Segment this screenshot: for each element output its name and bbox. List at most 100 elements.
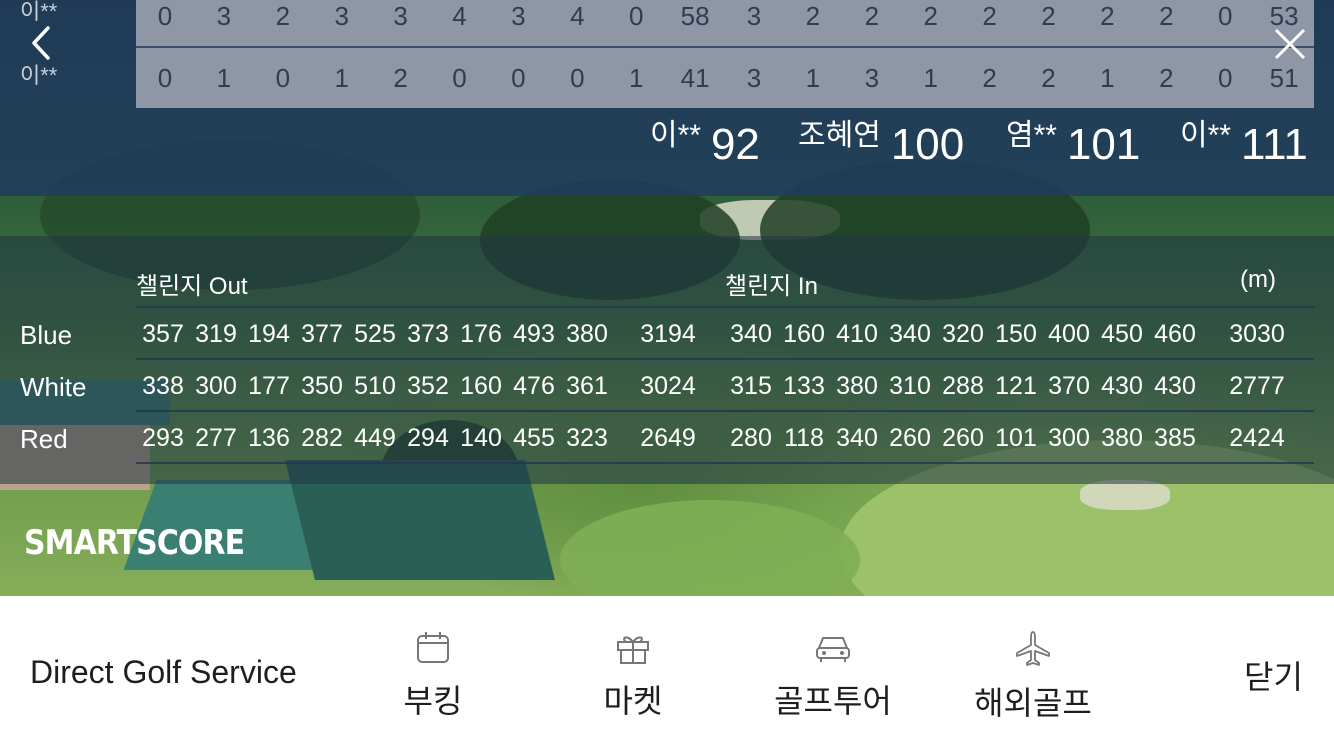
tee-label-white: White: [20, 372, 87, 402]
score-cell: 2: [1041, 63, 1056, 93]
score-cell: 2: [923, 1, 938, 31]
score-cell: 0: [452, 63, 467, 93]
score-cell: 4: [452, 1, 467, 31]
car-icon: [816, 637, 850, 662]
score-cell: 0: [570, 63, 585, 93]
distance-cell: 410: [836, 320, 878, 348]
distance-cell: 450: [1101, 320, 1143, 348]
player-total-name: 이**: [650, 119, 701, 152]
score-cell: 2: [982, 63, 997, 93]
back-button[interactable]: [28, 24, 58, 62]
score-cell: 0: [1217, 63, 1233, 93]
distance-cell: 510: [354, 372, 396, 400]
distance-row: 293 277 136 282 449 294 140 455 323 2649 280 118 340…: [0, 412, 1334, 464]
distance-total-cell: 3030: [1229, 320, 1285, 348]
score-row: 0 1 0 1 2 0 0 0 1 41 3 1 3 1 2 2 1 2 0 51: [136, 58, 1314, 98]
score-cell: 2: [982, 1, 997, 31]
score-cell: 1: [923, 63, 938, 93]
distance-cell: 361: [566, 372, 608, 400]
player-total: 염** 101: [1006, 119, 1141, 170]
score-cell: 3: [746, 63, 762, 93]
score-cell: 2: [864, 1, 880, 31]
score-cell: 2: [393, 63, 408, 93]
nav-label: 골프투어: [774, 683, 892, 719]
brand-logo: SMARTSCORE: [24, 523, 245, 563]
distance-cell: 319: [195, 320, 237, 348]
score-cell: 3: [746, 1, 762, 31]
player-total-score: 111: [1240, 120, 1308, 169]
distance-cell: 455: [513, 424, 555, 452]
player-total: 조혜연 100: [798, 119, 964, 170]
distance-cell: 460: [1154, 320, 1196, 348]
distance-cell: 160: [783, 320, 825, 348]
distance-cell: 277: [195, 424, 237, 452]
close-menu-button[interactable]: 닫기: [1244, 659, 1303, 695]
score-cell: 1: [334, 63, 349, 93]
distance-cell: 140: [460, 424, 502, 452]
distance-cell: 121: [995, 372, 1037, 400]
distance-cell: 194: [248, 320, 290, 348]
distance-cell: 430: [1154, 372, 1196, 400]
distance-cell: 340: [836, 424, 878, 452]
player-total-score: 101: [1066, 120, 1141, 169]
service-title: Direct Golf Service: [30, 654, 297, 690]
score-cell: 4: [570, 1, 585, 31]
distance-cell: 323: [566, 424, 608, 452]
distance-total-cell: 3024: [640, 372, 696, 400]
distance-cell: 133: [783, 372, 825, 400]
bottom-bar: [0, 596, 1334, 750]
nav-market[interactable]: 마켓: [553, 630, 713, 722]
player-total-name: 조혜연: [798, 119, 881, 152]
player-total: 이** 111: [1180, 119, 1308, 170]
distance-cell: 136: [248, 424, 290, 452]
distance-cell: 260: [942, 424, 984, 452]
distance-cell: 476: [513, 372, 555, 400]
player-total-score: 92: [710, 120, 760, 169]
unit-label: (m): [1240, 266, 1276, 293]
course-in-label: 챌린지 In: [725, 273, 818, 300]
nav-overseas-golf[interactable]: 해외골프: [953, 630, 1113, 724]
score-cell: 0: [275, 63, 291, 93]
distance-cell: 260: [889, 424, 931, 452]
distance-cell: 380: [566, 320, 608, 348]
score-cell: 1: [216, 63, 232, 93]
score-cell: 1: [1100, 63, 1115, 93]
distance-cell: 400: [1048, 320, 1090, 348]
score-cell: 3: [511, 1, 526, 31]
score-cell: 0: [511, 63, 526, 93]
player-total: 이** 92: [650, 119, 760, 170]
distance-cell: 280: [730, 424, 772, 452]
distance-cell: 293: [142, 424, 184, 452]
chevron-left-icon: [32, 26, 50, 60]
nav-golf-tour[interactable]: 골프투어: [753, 630, 913, 722]
distance-cell: 380: [836, 372, 878, 400]
score-cell: 0: [157, 1, 173, 31]
gift-icon: [617, 636, 649, 664]
distance-row: 357 319 194 377 525 373 176 493 380 3194 340 160 410…: [0, 308, 1334, 360]
score-cell: 53: [1269, 1, 1299, 31]
player-name: 이**: [20, 63, 58, 88]
course-out-label: 챌린지 Out: [136, 273, 248, 300]
distance-cell: 357: [142, 320, 184, 348]
distance-cell: 377: [301, 320, 343, 348]
score-cell: 51: [1269, 63, 1299, 93]
player-total-name: 이**: [1180, 119, 1231, 152]
score-cell: 3: [393, 1, 408, 31]
distance-cell: 380: [1101, 424, 1143, 452]
score-cell: 3: [864, 63, 880, 93]
distance-cell: 449: [354, 424, 396, 452]
distance-cell: 315: [730, 372, 772, 400]
distance-cell: 430: [1101, 372, 1143, 400]
nav-label: 해외골프: [974, 685, 1092, 721]
score-cell: 2: [1100, 1, 1115, 31]
close-button[interactable]: [1270, 24, 1310, 64]
score-cell: 0: [1217, 1, 1233, 31]
player-total-name: 염**: [1006, 119, 1057, 152]
distance-cell: 340: [730, 320, 772, 348]
nav-booking[interactable]: 부킹: [353, 630, 513, 722]
score-cell: 2: [1041, 1, 1056, 31]
distance-cell: 493: [513, 320, 555, 348]
distance-cell: 352: [407, 372, 449, 400]
distance-cell: 282: [301, 424, 343, 452]
distance-cell: 385: [1154, 424, 1196, 452]
